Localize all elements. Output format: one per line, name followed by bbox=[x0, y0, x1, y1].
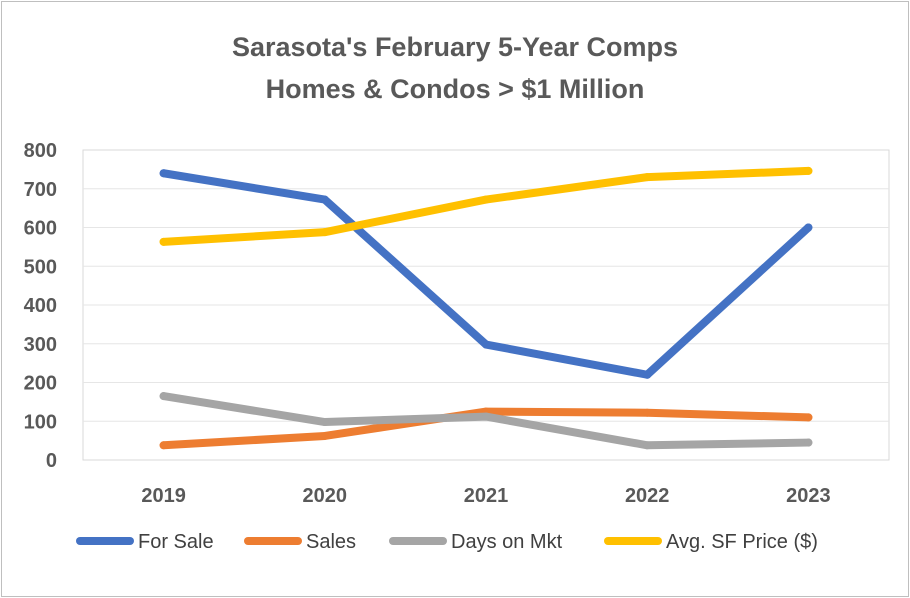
data-point-days-on-mkt bbox=[643, 441, 652, 450]
x-tick-label: 2022 bbox=[625, 485, 670, 507]
chart-title: Sarasota's February 5-Year Comps bbox=[232, 32, 678, 62]
y-tick-label: 600 bbox=[24, 218, 57, 240]
data-point-sales bbox=[804, 413, 813, 422]
data-point-sales bbox=[320, 431, 329, 440]
data-point-sales bbox=[643, 408, 652, 417]
y-tick-label: 700 bbox=[24, 179, 57, 201]
data-point-for-sale bbox=[643, 370, 652, 379]
y-tick-label: 0 bbox=[46, 450, 57, 472]
x-tick-label: 2023 bbox=[786, 485, 831, 507]
legend-label: Days on Mkt bbox=[451, 531, 563, 553]
data-point-days-on-mkt bbox=[159, 392, 168, 401]
data-point-avg-sf-price bbox=[320, 228, 329, 237]
data-point-for-sale bbox=[320, 195, 329, 204]
legend-label: For Sale bbox=[138, 531, 214, 553]
data-point-days-on-mkt bbox=[482, 412, 490, 421]
x-tick-label: 2021 bbox=[464, 485, 509, 507]
data-point-sales bbox=[159, 441, 168, 450]
legend-label: Sales bbox=[306, 531, 356, 553]
y-tick-label: 200 bbox=[24, 373, 57, 395]
legend-label: Avg. SF Price ($) bbox=[666, 531, 818, 553]
data-point-days-on-mkt bbox=[320, 418, 329, 427]
y-tick-label: 100 bbox=[24, 411, 57, 433]
data-point-avg-sf-price bbox=[643, 173, 652, 182]
x-tick-label: 2019 bbox=[141, 485, 186, 507]
data-point-avg-sf-price bbox=[159, 237, 168, 246]
y-tick-label: 500 bbox=[24, 256, 57, 278]
data-point-days-on-mkt bbox=[804, 438, 813, 447]
data-point-avg-sf-price bbox=[482, 195, 490, 204]
data-point-for-sale bbox=[804, 223, 813, 232]
x-tick-label: 2020 bbox=[303, 485, 348, 507]
data-point-for-sale bbox=[159, 169, 168, 178]
series-line-avg-sf-price bbox=[159, 166, 813, 246]
data-point-avg-sf-price bbox=[804, 166, 813, 175]
y-tick-label: 400 bbox=[24, 295, 57, 317]
chart-subtitle: Homes & Condos > $1 Million bbox=[266, 74, 645, 104]
y-tick-label: 800 bbox=[24, 140, 57, 162]
y-tick-label: 300 bbox=[24, 334, 57, 356]
data-point-for-sale bbox=[482, 340, 490, 349]
